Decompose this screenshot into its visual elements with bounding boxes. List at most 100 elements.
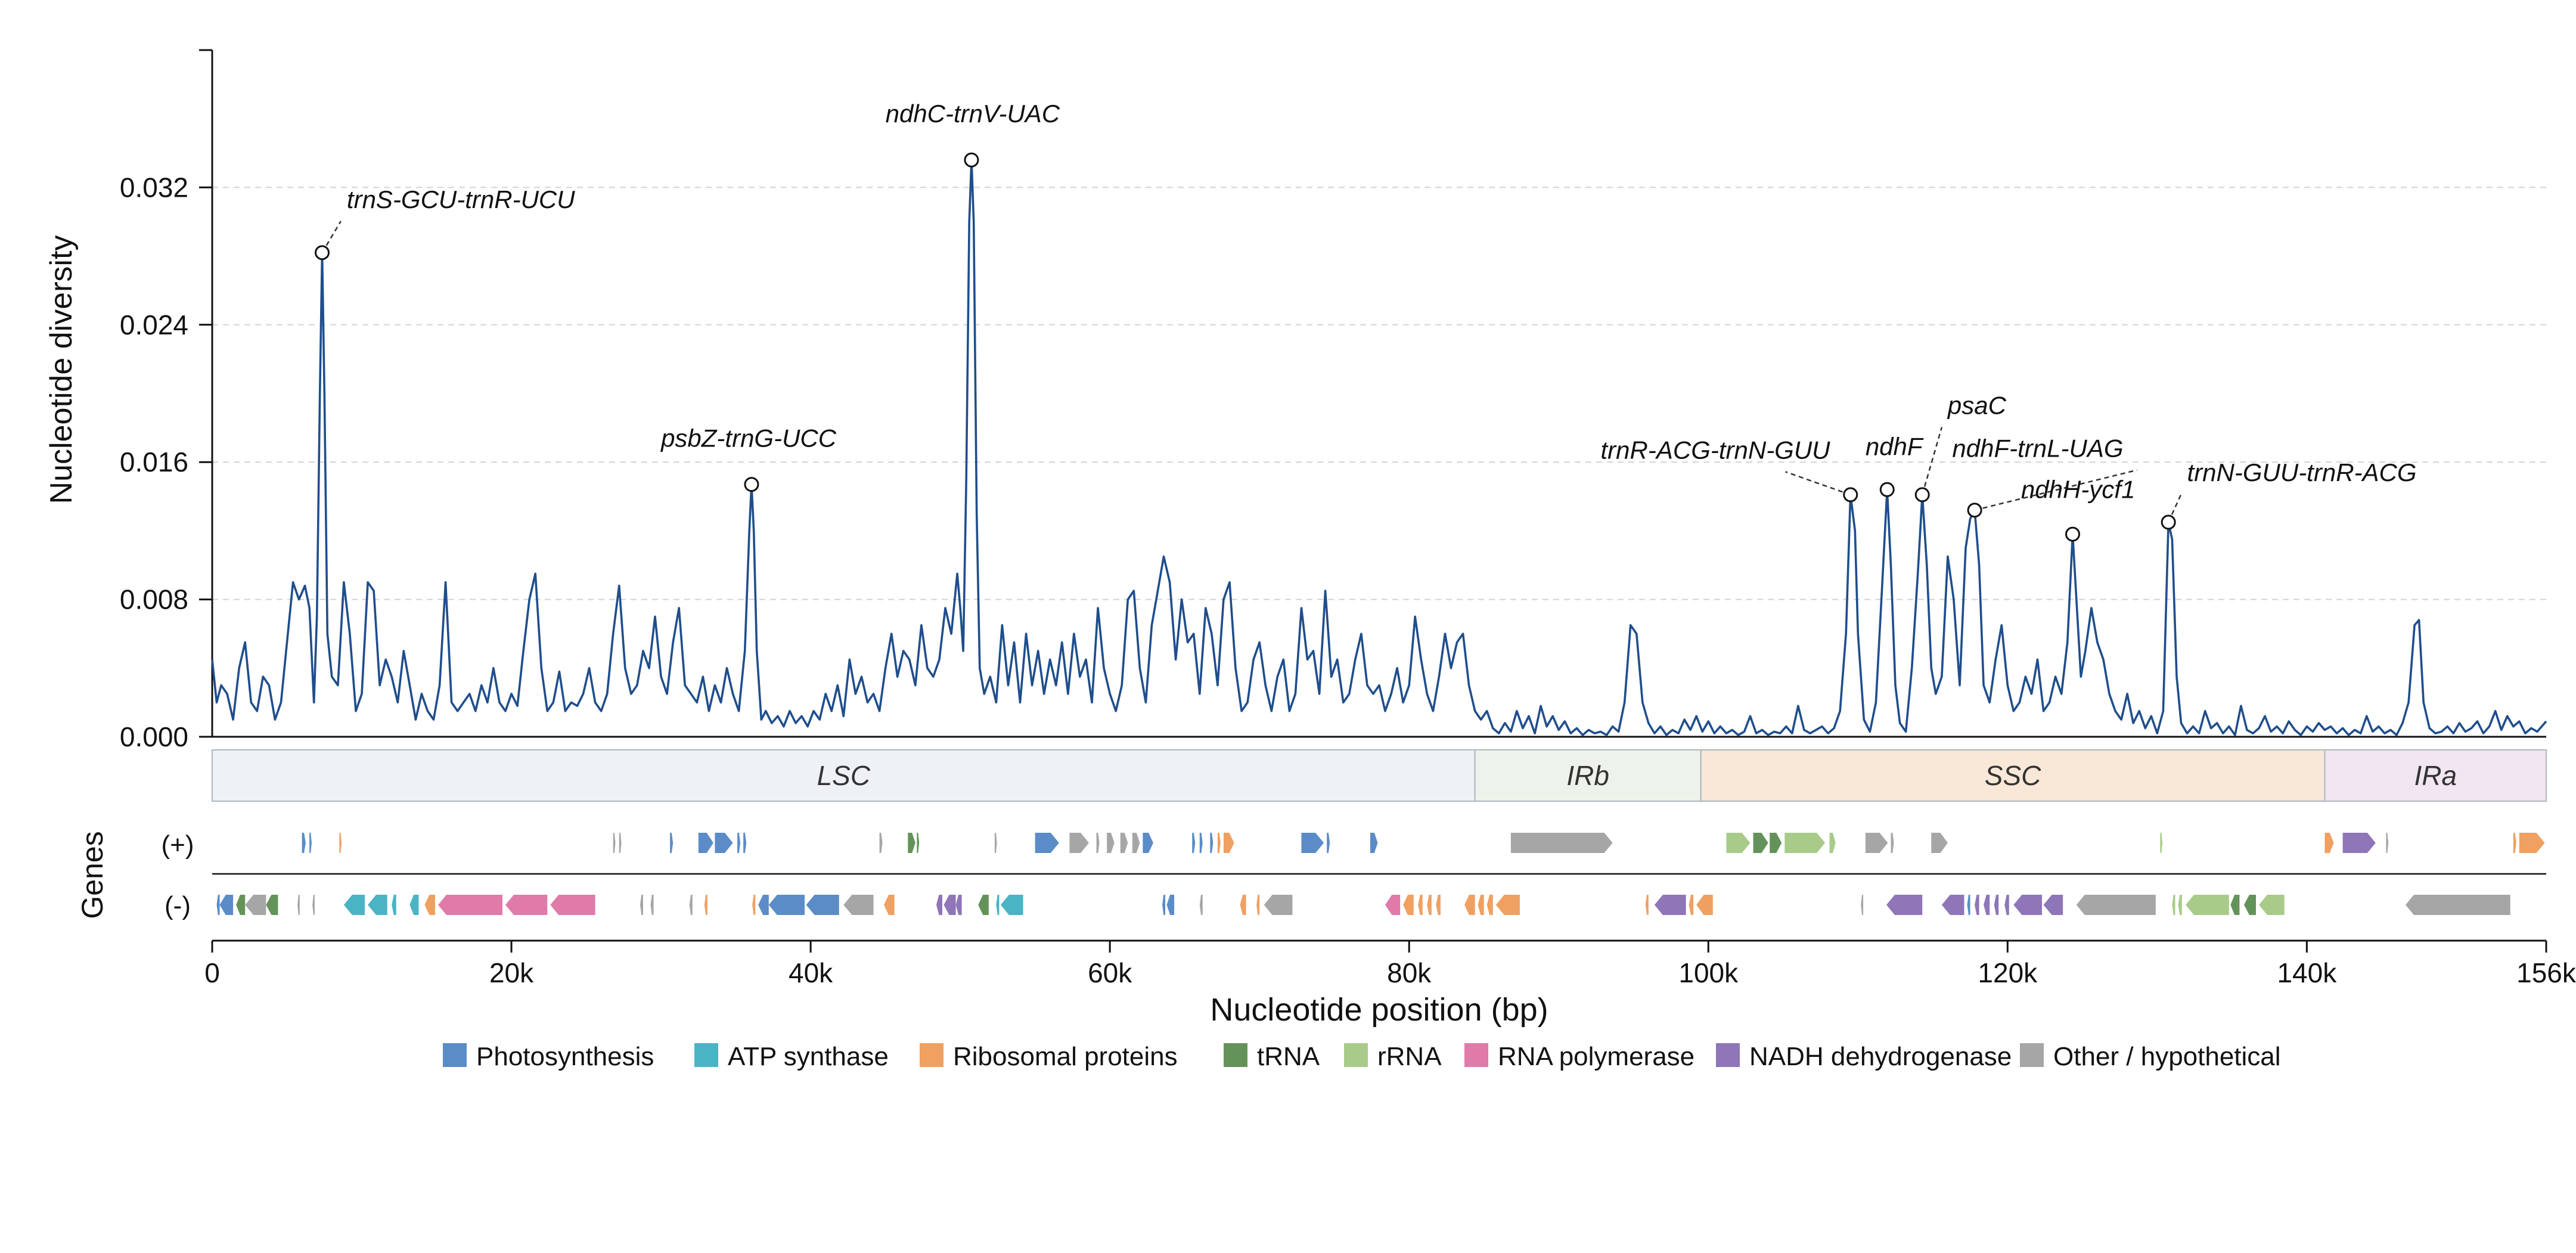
gene-plus-arrow bbox=[715, 833, 733, 853]
gene-minus-arrow bbox=[1385, 895, 1401, 915]
gene-plus-arrow bbox=[2160, 833, 2163, 853]
gene-minus-arrow bbox=[550, 895, 595, 915]
legend-label-photosynthesis: Photosynthesis bbox=[476, 1042, 654, 1071]
axes: 0.000 0.008 0.016 0.024 0.032 0 20k 40k 60k 80k 10… bbox=[120, 49, 2576, 988]
y-gridlines bbox=[212, 187, 2546, 600]
gene-minus-arrow bbox=[2043, 895, 2063, 915]
gene-plus-arrow bbox=[1829, 833, 1836, 853]
y-tick-label: 0.000 bbox=[120, 721, 188, 752]
legend-label-atp: ATP synthase bbox=[728, 1042, 889, 1071]
gene-minus-arrow bbox=[978, 895, 989, 915]
gene-plus-arrow bbox=[302, 833, 306, 853]
gene-plus-arrow bbox=[1199, 833, 1203, 853]
legend-swatch-trna bbox=[1224, 1043, 1247, 1067]
gene-minus-arrow bbox=[1941, 895, 1964, 915]
gene-minus-arrow bbox=[2243, 895, 2257, 915]
x-tick-label: 100k bbox=[1678, 957, 1739, 988]
gene-plus-arrow bbox=[1726, 833, 1751, 853]
region-label-lsc: LSC bbox=[817, 760, 871, 791]
peak-marker bbox=[1914, 487, 1930, 503]
gene-minus-arrow bbox=[1478, 895, 1484, 915]
peak-label: trnR-ACG-trnN-GUU bbox=[1601, 436, 1831, 464]
x-tick-label: 60k bbox=[1088, 957, 1132, 988]
gene-minus-arrow bbox=[944, 895, 956, 915]
gene-minus-arrow bbox=[236, 895, 246, 915]
peak-leader-line bbox=[1922, 427, 1943, 495]
gene-minus-arrow bbox=[1486, 895, 1493, 915]
gene-plus-arrow bbox=[2324, 833, 2334, 853]
gene-plus-arrow bbox=[619, 833, 622, 853]
gene-plus-arrow bbox=[309, 833, 312, 853]
gene-minus-arrow bbox=[266, 895, 278, 915]
peak-leader-line bbox=[1785, 471, 1851, 496]
region-label-irb: IRb bbox=[1566, 760, 1609, 791]
peak-marker bbox=[315, 245, 330, 260]
gene-plus-arrow bbox=[1865, 833, 1888, 853]
gene-minus-arrow bbox=[219, 895, 234, 915]
y-tick-label: 0.032 bbox=[120, 172, 188, 203]
region-label-ira: IRa bbox=[2414, 760, 2457, 791]
peak-leader-line bbox=[2168, 494, 2182, 523]
genes-track-title: Genes bbox=[76, 831, 109, 919]
gene-minus-arrow bbox=[312, 895, 315, 915]
gene-minus-arrow bbox=[1495, 895, 1520, 915]
legend-label-rrna: rRNA bbox=[1377, 1042, 1442, 1071]
gene-minus-arrow bbox=[1403, 895, 1414, 915]
x-tick-label: 80k bbox=[1387, 957, 1432, 988]
peak-marker bbox=[744, 477, 759, 492]
gene-minus-arrow bbox=[505, 895, 548, 915]
gene-minus-arrow bbox=[1975, 895, 1979, 915]
region-lsc bbox=[212, 749, 1476, 802]
legend-swatch-other bbox=[2020, 1043, 2044, 1067]
gene-minus-arrow bbox=[758, 895, 769, 915]
gene-plus-arrow bbox=[2513, 833, 2516, 853]
gene-minus-arrow bbox=[996, 895, 1000, 915]
gene-plus-arrow bbox=[1327, 833, 1330, 853]
gene-minus-arrow bbox=[1464, 895, 1475, 915]
peak-marker bbox=[1879, 482, 1895, 497]
gene-plus-arrow bbox=[737, 833, 741, 853]
gene-minus-arrow bbox=[1886, 895, 1923, 915]
gene-plus-arrow bbox=[743, 833, 747, 853]
legend-swatch-ribosomal bbox=[920, 1043, 944, 1067]
y-axis-title: Nucleotide diversity bbox=[44, 235, 79, 504]
gene-plus-arrow bbox=[879, 833, 883, 853]
gene-minus-arrow bbox=[2406, 895, 2510, 915]
gene-minus-arrow bbox=[1162, 895, 1166, 915]
gene-minus-arrow bbox=[1199, 895, 1203, 915]
legend-swatch-atp bbox=[694, 1043, 718, 1067]
gene-plus-arrow bbox=[1931, 833, 1948, 853]
gene-plus-arrow bbox=[1770, 833, 1782, 853]
gene-minus-arrow bbox=[1967, 895, 1970, 915]
x-tick-label: 140k bbox=[2277, 957, 2337, 988]
gene-plus-arrow bbox=[1510, 833, 1613, 853]
gene-minus-arrow bbox=[1256, 895, 1260, 915]
gene-plus-arrow bbox=[917, 833, 920, 853]
x-axis-title: Nucleotide position (bp) bbox=[1210, 992, 1548, 1028]
region-ira bbox=[2324, 749, 2547, 802]
gene-minus-arrow bbox=[2004, 895, 2009, 915]
legend-label-nadh: NADH dehydrogenase bbox=[1749, 1042, 2012, 1071]
gene-minus-arrow bbox=[1994, 895, 1999, 915]
peak-label: ndhF bbox=[1866, 433, 1924, 461]
peak-marker bbox=[1843, 487, 1858, 503]
gene-plus-arrow bbox=[1069, 833, 1090, 853]
gene-minus-arrow bbox=[438, 895, 502, 915]
region-label-ssc: SSC bbox=[1985, 760, 2041, 791]
gene-minus-arrow bbox=[368, 895, 387, 915]
x-tick-label: 40k bbox=[789, 957, 833, 988]
x-tick-label: 0 bbox=[204, 957, 220, 988]
gene-minus-arrow bbox=[936, 895, 943, 915]
gene-plus-arrow bbox=[1143, 833, 1153, 853]
gene-plus-arrow bbox=[1096, 833, 1100, 853]
gene-plus-arrow bbox=[698, 833, 713, 853]
x-tick-label: 20k bbox=[489, 957, 534, 988]
legend-label-other: Other / hypothetical bbox=[2053, 1042, 2281, 1071]
region-irb bbox=[1474, 749, 1702, 802]
legend: Photosynthesis ATP synthase Ribosomal prot… bbox=[443, 1042, 2281, 1071]
gene-minus-arrow bbox=[1166, 895, 1175, 915]
gene-minus-arrow bbox=[216, 895, 220, 915]
gene-minus-arrow bbox=[1689, 895, 1694, 915]
peak-label: ndhF-trnL-UAG bbox=[1952, 435, 2123, 463]
gene-plus-arrow bbox=[1301, 833, 1324, 853]
